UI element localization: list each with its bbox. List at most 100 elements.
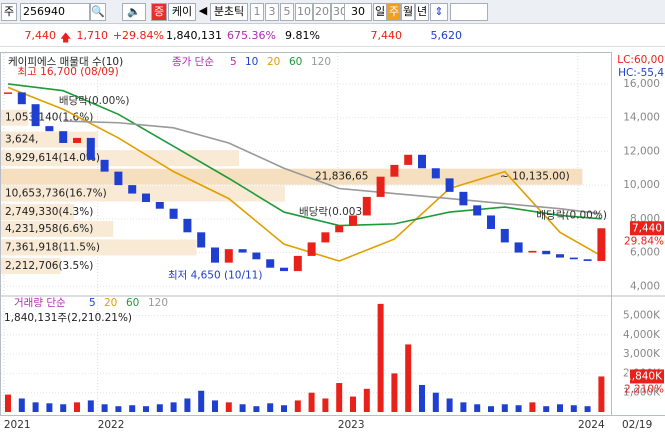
legend-label: 거래량 단순	[14, 297, 66, 309]
period[interactable]: 10	[295, 3, 313, 21]
volume-profile-bar	[1, 204, 75, 221]
annotation: 최고 16,700 (08/09)	[18, 66, 119, 78]
scroll[interactable]: ⇕	[430, 3, 448, 21]
volume-bar	[281, 405, 287, 412]
last-price-label: 7,440	[632, 222, 662, 234]
candle	[114, 171, 123, 186]
candle	[335, 225, 344, 233]
candle	[238, 249, 247, 253]
legend-entry: 10	[245, 56, 258, 68]
candle	[597, 228, 606, 261]
code-input[interactable]: 256940	[20, 3, 90, 21]
volume-bar	[294, 400, 301, 412]
volume-bar	[308, 392, 315, 412]
volume-bar	[432, 392, 439, 412]
last-volume-pct: 2,210%	[624, 383, 664, 395]
intraday[interactable]: 분초틱	[210, 3, 248, 21]
volume-bar	[391, 373, 398, 412]
volume-bar	[557, 404, 563, 412]
volume-bar	[253, 406, 260, 412]
volume-info: 1,840,131주(2,210.21%)	[4, 312, 132, 324]
volume-profile-label: 8,929,614(14.0%)	[5, 152, 100, 164]
x-tick-label: 2021	[4, 419, 31, 431]
candle	[556, 254, 564, 258]
volume-bar	[239, 404, 246, 412]
period-select[interactable]: 30	[344, 3, 372, 21]
period[interactable]: 1	[250, 3, 264, 21]
up-arrow: 🡅	[60, 31, 72, 44]
volume-bar	[87, 400, 94, 412]
volume-bar	[143, 406, 149, 412]
candle	[73, 137, 81, 143]
volume-profile-label: 7,361,918(11.5%)	[5, 241, 100, 253]
annotation: 배당락(0.00%)	[536, 209, 607, 221]
span[interactable]: 월	[401, 3, 415, 21]
annotation: 배당락(0.003	[299, 206, 362, 218]
volume-profile-label: 2,212,706(3.5%)	[5, 260, 93, 272]
candle	[86, 137, 95, 160]
volume-profile-label: 4,231,958(6.6%)	[5, 223, 93, 235]
candle	[445, 178, 454, 192]
volume-profile-label: 21,836,65	[315, 171, 368, 183]
legend-label: 종가 단순	[172, 56, 214, 68]
x-tick-label: 2022	[98, 419, 125, 431]
volume-bar	[377, 303, 384, 412]
prev[interactable]: ◀	[198, 4, 208, 17]
change-pct: +29.84%	[112, 29, 164, 42]
y-tick-label: 6,000	[630, 247, 660, 259]
candle	[266, 259, 275, 268]
span[interactable]: 년	[415, 3, 429, 21]
volume-bar	[46, 403, 53, 412]
moving-average	[63, 120, 602, 215]
span[interactable]: 일	[373, 3, 387, 21]
candle	[45, 126, 54, 132]
candle	[404, 154, 413, 165]
volume-bar	[529, 402, 536, 412]
sound[interactable]: 🔈	[122, 3, 146, 21]
legend-entry: 60	[126, 297, 139, 309]
lc-label: LC:60,00	[617, 54, 664, 66]
last-volume-box	[630, 369, 664, 384]
volume-bar	[598, 376, 605, 412]
candle	[487, 215, 495, 229]
candle	[431, 168, 440, 179]
last-price-box	[630, 221, 664, 236]
volume-profile-range: ~ 10,135.00)	[500, 171, 570, 183]
span[interactable]: 주	[387, 3, 401, 21]
volume-bar	[336, 383, 343, 412]
period[interactable]: 3	[265, 3, 279, 21]
candle	[362, 196, 371, 216]
volume-bar	[170, 402, 177, 412]
legend-entry: 5	[230, 56, 237, 68]
candle	[376, 176, 385, 197]
high: 7,440	[370, 29, 403, 42]
volume-profile-label: 10,653,736(16.7%)	[5, 188, 107, 200]
volume: 1,840,131	[166, 29, 222, 42]
candle	[211, 247, 219, 263]
x-tick-label: 02/19	[622, 419, 652, 431]
volume-bar	[570, 405, 577, 412]
y-tick-label: 3,000K	[623, 348, 661, 360]
candle	[390, 164, 399, 177]
name: 케이	[168, 3, 196, 21]
candle	[514, 242, 523, 253]
candle	[459, 191, 468, 206]
volume-bar	[488, 406, 494, 412]
y-tick-label: 10,000	[623, 179, 660, 191]
period[interactable]: 20	[313, 3, 331, 21]
candle	[542, 250, 551, 255]
legend-entry: 20	[104, 297, 117, 309]
candle	[169, 208, 178, 219]
candle	[142, 193, 150, 202]
search[interactable]: 🔍	[90, 3, 106, 21]
blank	[450, 3, 488, 21]
market[interactable]: 주	[1, 3, 17, 21]
period[interactable]: 5	[280, 3, 294, 21]
volume-bar	[501, 404, 508, 412]
legend-entry: 5	[89, 297, 96, 309]
candle	[583, 259, 592, 261]
candle	[128, 185, 137, 194]
candle	[349, 215, 357, 226]
volume-bar	[5, 394, 11, 412]
